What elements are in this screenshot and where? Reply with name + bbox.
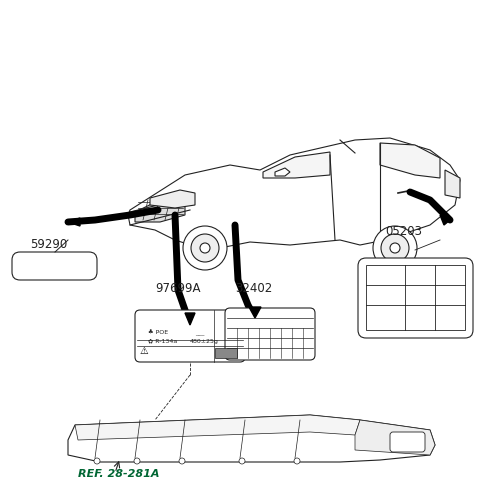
- Circle shape: [390, 243, 400, 253]
- Text: 32402: 32402: [235, 282, 272, 295]
- Text: ⚠: ⚠: [140, 346, 149, 356]
- Text: 97699A: 97699A: [155, 282, 201, 295]
- FancyBboxPatch shape: [358, 258, 473, 338]
- FancyBboxPatch shape: [225, 308, 315, 360]
- Polygon shape: [263, 152, 330, 178]
- Polygon shape: [135, 195, 185, 222]
- Text: 59290: 59290: [30, 238, 67, 251]
- FancyBboxPatch shape: [135, 310, 245, 362]
- Polygon shape: [275, 168, 290, 176]
- Circle shape: [191, 234, 219, 262]
- Circle shape: [381, 234, 409, 262]
- Polygon shape: [185, 313, 195, 325]
- Circle shape: [200, 243, 210, 253]
- Text: ___: ___: [195, 331, 204, 335]
- Polygon shape: [355, 420, 435, 455]
- Circle shape: [373, 226, 417, 270]
- Bar: [366, 265, 465, 330]
- Text: 480±25g: 480±25g: [190, 339, 219, 344]
- Circle shape: [134, 458, 140, 464]
- Circle shape: [239, 458, 245, 464]
- Polygon shape: [150, 190, 195, 208]
- Circle shape: [183, 226, 227, 270]
- Circle shape: [179, 458, 185, 464]
- FancyBboxPatch shape: [12, 252, 97, 280]
- Text: 05203: 05203: [385, 225, 422, 238]
- Polygon shape: [445, 170, 460, 198]
- Text: ✿ R-134a: ✿ R-134a: [148, 339, 177, 344]
- Polygon shape: [128, 138, 460, 248]
- Text: ♣ POE: ♣ POE: [148, 330, 168, 335]
- Polygon shape: [68, 415, 435, 462]
- FancyBboxPatch shape: [390, 432, 425, 452]
- Polygon shape: [68, 218, 80, 226]
- Polygon shape: [75, 415, 360, 440]
- Text: REF. 28-281A: REF. 28-281A: [78, 469, 159, 479]
- Circle shape: [94, 458, 100, 464]
- Polygon shape: [440, 215, 450, 225]
- Polygon shape: [380, 143, 440, 178]
- Bar: [215, 348, 237, 358]
- Polygon shape: [249, 307, 261, 318]
- Circle shape: [294, 458, 300, 464]
